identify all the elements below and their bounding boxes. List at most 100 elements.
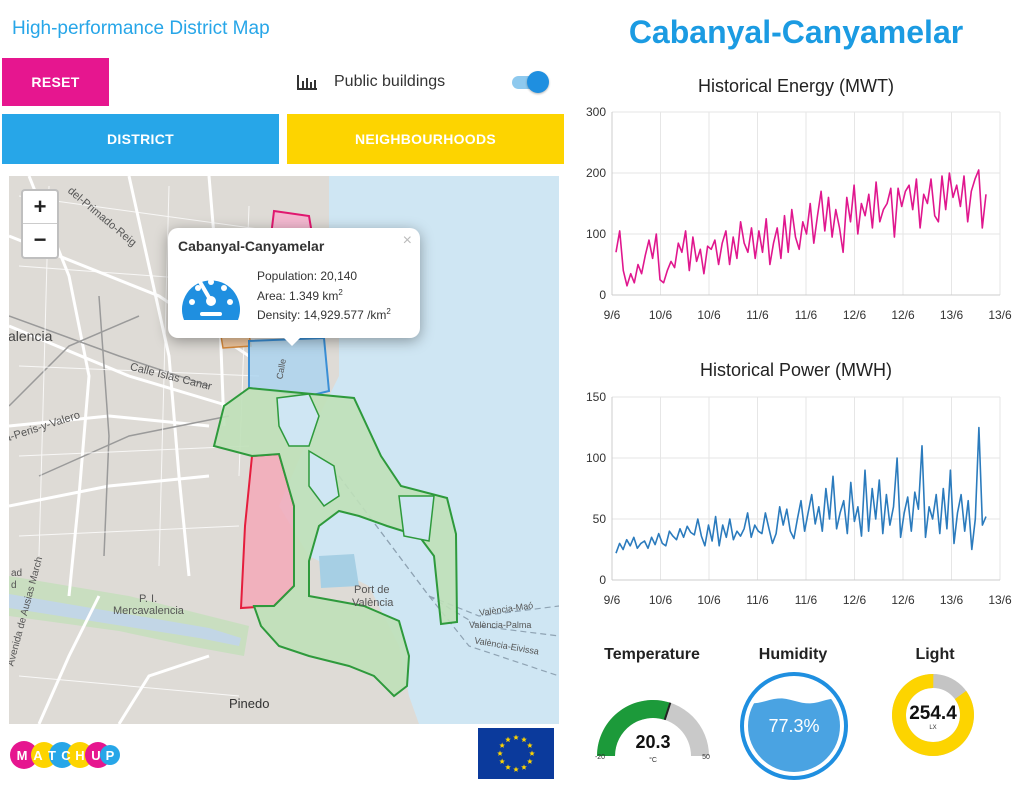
district-title: Cabanyal-Canyamelar [628,14,964,50]
map-label: Port de [354,584,390,596]
close-icon[interactable]: × [402,232,412,249]
district-tab[interactable]: DISTRICT [2,114,279,164]
toggle-knob[interactable] [527,71,549,93]
x-tick-label: 11/6 [746,593,769,607]
neighbourhood-popup: Cabanyal-Canyamelar × Population: 20,140… [168,228,420,346]
map-label: Pinedo [229,696,270,711]
popup-area: Area: 1.349 km2 [257,288,343,303]
eu-stars [497,734,535,772]
map-label: Mercavalencia [113,605,184,617]
matchup-logo: M A T C H U P [10,741,120,769]
y-tick-label: 0 [599,288,606,302]
map-label: d [11,580,17,591]
humidity-gauge: 77.3% [740,672,848,780]
eu-star [499,742,505,748]
x-tick-label: 12/6 [891,593,915,607]
district-map[interactable]: + − alencia Calle Islas Canar a-Peris-y-… [9,176,559,724]
x-tick-label: 10/6 [649,308,673,322]
eu-star [521,736,527,743]
map-label: alencia [9,328,53,344]
energy-chart: 0 100 200 300 9/6 10/6 10/6 11/6 11/6 12/6 12/6 13/… [586,105,1012,322]
eu-star [499,758,505,764]
popup-population: Population: 20,140 [257,269,358,283]
eu-star [497,750,503,756]
series-line [615,426,987,554]
map-label: València [352,597,394,609]
humidity-title: Humidity [758,646,828,663]
power-chart: 0 50 100 150 9/6 10/6 10/6 11/6 11/6 12/6 12/6 13/6… [586,390,1012,607]
zoom-out-button[interactable]: − [33,227,47,252]
svg-text:U: U [91,748,100,763]
light-title: Light [915,646,955,663]
zoom-in-button[interactable]: + [23,191,57,224]
svg-text:P: P [106,748,115,763]
x-tick-label: 10/6 [697,308,721,322]
map-label: P. I. [139,593,158,605]
temperature-unit: °C [649,756,657,764]
x-tick-label: 12/6 [843,308,867,322]
popup-density: Density: 14,929.577 /km2 [257,307,391,322]
y-tick-label: 0 [599,573,606,587]
eu-star [527,742,533,748]
popup-tip [282,336,302,346]
x-tick-label: 10/6 [697,593,721,607]
x-tick-label: 12/6 [843,593,867,607]
map-label: ad [11,568,23,579]
x-tick-label: 12/6 [891,308,915,322]
bar-chart-icon [297,75,317,90]
eu-star [513,734,519,740]
svg-text:H: H [75,748,84,763]
eu-flag [478,728,554,779]
energy-chart-title: Historical Energy (MWT) [697,76,894,96]
series-line [615,169,987,287]
x-tick-label: 13/6 [940,593,964,607]
temperature-max: 50 [702,754,710,761]
y-tick-label: 200 [586,166,606,180]
x-tick-label: 13/6 [940,308,964,322]
y-tick-label: 100 [586,451,606,465]
temperature-title: Temperature [604,646,700,663]
popup-title: Cabanyal-Canyamelar [178,238,325,254]
power-chart-title: Historical Power (MWH) [699,360,892,380]
svg-text:M: M [17,748,28,763]
light-value: 254.4 [909,703,957,724]
temperature-value: 20.3 [635,732,670,752]
humidity-fill [748,698,840,772]
light-gauge: 254.4 LX [892,674,974,756]
gauge-icon [182,279,240,320]
humidity-value: 77.3% [768,716,819,736]
app-title: High-performance District Map [12,18,270,39]
map-panel: High-performance District Map RESET Publ… [2,18,564,779]
eu-star [513,766,519,772]
temperature-min: -20 [595,754,605,761]
y-tick-label: 300 [586,105,606,119]
svg-text:A: A [33,748,43,763]
svg-text:C: C [61,748,71,763]
light-fill [892,674,974,756]
y-tick-label: 100 [586,227,606,241]
public-buildings-toggle[interactable] [510,71,549,93]
light-unit: LX [929,725,936,731]
x-tick-label: 13/6 [988,593,1012,607]
eu-star [505,736,511,743]
y-tick-label: 150 [586,390,606,404]
temperature-gauge: 20.3 °C -20 50 [595,700,710,764]
gauge-needle [663,702,672,721]
x-tick-label: 11/6 [795,593,818,607]
eu-star [529,750,535,756]
x-tick-label: 11/6 [795,308,818,322]
x-tick-label: 11/6 [746,308,769,322]
gauge-fill [597,700,671,756]
svg-text:T: T [48,748,56,763]
eu-star [521,764,527,770]
stats-panel: Cabanyal-Canyamelar Historical Energy (M… [568,0,1024,792]
map-label: València-Palma [469,620,532,630]
x-tick-label: 9/6 [604,308,621,322]
neighbourhoods-tab[interactable]: NEIGHBOURHOODS [287,114,564,164]
x-tick-label: 9/6 [604,593,621,607]
x-tick-label: 10/6 [649,593,673,607]
y-tick-label: 50 [593,512,607,526]
zoom-control: + − [21,189,59,259]
eu-star [527,758,533,764]
reset-button[interactable]: RESET [2,58,109,106]
